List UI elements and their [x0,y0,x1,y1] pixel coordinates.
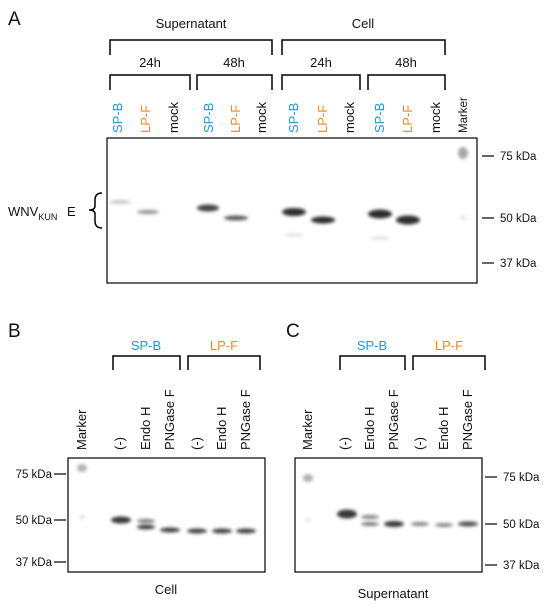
lane-label: mock [342,101,357,133]
caption: Cell [155,582,178,597]
group-label: Cell [352,16,375,31]
marker-label: 75 kDa [500,151,537,163]
brace [88,192,103,229]
bracket [187,355,261,370]
protein-subscript: KUN [38,212,57,222]
group-label: LP-F [210,338,238,353]
bracket [112,355,181,370]
lane-label: mock [254,101,269,133]
marker-label: 50 kDa [500,213,537,225]
timepoint-label: 24h [310,55,332,70]
lane-label: Marker [74,409,89,450]
group-label: SP-B [131,338,161,353]
lane-label: SP-B [201,103,216,133]
lane-label: PNGase F [238,389,253,450]
marker-label: 37 kDa [16,557,53,569]
panel-label: B [8,321,21,342]
group-label: LP-F [435,338,463,353]
lane-label: Endo H [436,407,451,450]
protein-suffix: E [67,204,76,219]
lane-label: mock [428,101,443,133]
bracket [412,355,486,370]
lane-label: LP-F [138,105,153,133]
lane-label: (-) [112,437,127,450]
caption: Supernatant [358,586,429,601]
bracket [281,39,446,55]
blot [294,457,483,573]
marker-label: 50 kDa [503,519,540,531]
timepoint-label: 48h [395,55,417,70]
lane-label: Marker [300,409,315,450]
lane-label: PNGase F [460,389,475,450]
lane-label: Endo H [214,407,229,450]
bracket [339,355,406,370]
lane-label: mock [166,101,181,133]
timepoint-label: 48h [223,55,245,70]
bracket [281,74,361,90]
protein-label: WNVKUN [8,204,57,222]
lane-label: LP-F [228,105,243,133]
bands [109,147,468,240]
group-label: SP-B [357,338,387,353]
marker-label: 37 kDa [503,560,540,572]
marker-label: 37 kDa [500,258,537,270]
marker-label: 75 kDa [503,472,540,484]
protein-name: WNV [8,204,39,219]
lane-label: SP-B [372,103,387,133]
blot [67,457,266,573]
bracket [196,74,273,90]
lane-label: Endo H [362,407,377,450]
lane-label: Endo H [138,407,153,450]
bracket [109,74,191,90]
panel-label: C [286,321,300,342]
lane-label: PNGase F [162,389,177,450]
timepoint-label: 24h [139,55,161,70]
lane-label: (-) [189,437,204,450]
bracket [367,74,446,90]
lane-label: LP-F [400,105,415,133]
marker-label: 75 kDa [16,469,53,481]
bracket [109,39,273,55]
bands [77,464,256,534]
bands [303,474,478,527]
lane-label: (-) [337,437,352,450]
lane-label: SP-B [286,103,301,133]
lane-label: LP-F [315,105,330,133]
lane-label: PNGase F [386,389,401,450]
lane-label: SP-B [110,103,125,133]
lane-label: (-) [412,437,427,450]
panel-label: A [8,9,21,30]
group-label: Supernatant [156,16,227,31]
lane-label: Marker [458,97,470,133]
marker-label: 50 kDa [16,515,53,527]
